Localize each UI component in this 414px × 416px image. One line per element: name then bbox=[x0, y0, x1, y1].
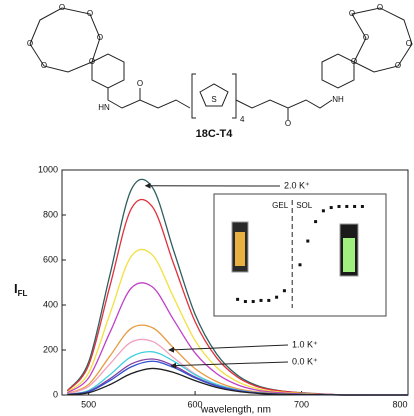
y-tick-label: 200 bbox=[43, 344, 58, 354]
inset-point bbox=[282, 289, 286, 293]
structure bbox=[29, 7, 413, 120]
atom: O bbox=[285, 119, 291, 128]
atom: O bbox=[137, 79, 143, 88]
annotation: 1.0 K⁺ bbox=[292, 339, 318, 349]
atom: O bbox=[363, 33, 369, 42]
x-tick-label: 800 bbox=[392, 399, 407, 409]
y-tick-label: 600 bbox=[43, 254, 58, 264]
y-tick-label: 800 bbox=[43, 209, 58, 219]
x-tick-label: 500 bbox=[81, 399, 96, 409]
y-label: IFL bbox=[14, 281, 28, 298]
structure-labels: O O O O O O O HN S 4 O NH O O O O O O 18… bbox=[27, 3, 412, 140]
compound-label: 18C-T4 bbox=[196, 128, 234, 140]
x-tick-label: 700 bbox=[294, 399, 309, 409]
atom: O bbox=[377, 3, 383, 12]
plot-frame bbox=[61, 169, 409, 396]
inset-point bbox=[251, 300, 255, 304]
inset-point bbox=[345, 204, 349, 208]
inset-point bbox=[275, 295, 279, 299]
benzo-left bbox=[91, 53, 125, 89]
inset-point bbox=[298, 263, 302, 267]
chain-right bbox=[235, 99, 333, 109]
inset-point bbox=[259, 298, 263, 302]
atom: O bbox=[349, 9, 355, 18]
inset-point bbox=[236, 297, 240, 301]
inset-point bbox=[360, 204, 364, 208]
atom: O bbox=[59, 3, 65, 12]
inset-label: SOL bbox=[296, 201, 313, 210]
atom: O bbox=[41, 61, 47, 70]
atom: O bbox=[87, 9, 93, 18]
y-tick-label: 1000 bbox=[38, 164, 58, 174]
y-label-sub: FL bbox=[18, 289, 28, 298]
atom: HN bbox=[98, 103, 110, 112]
inset-point bbox=[314, 220, 318, 224]
atom: O bbox=[27, 39, 33, 48]
annotation-arrow bbox=[168, 344, 289, 353]
y-label-main: I bbox=[14, 281, 18, 296]
y-tick-label: 0 bbox=[53, 389, 58, 399]
spectrum-line bbox=[67, 367, 408, 396]
atom: O bbox=[89, 57, 95, 66]
benzo-right bbox=[321, 53, 355, 89]
thiophene bbox=[199, 83, 229, 107]
inset-point bbox=[306, 239, 310, 243]
atom: O bbox=[395, 61, 401, 70]
atom: S bbox=[211, 95, 216, 104]
vial-gel-content bbox=[235, 232, 245, 266]
inset-point bbox=[353, 204, 357, 208]
atom: O bbox=[351, 57, 357, 66]
annotation-arrow bbox=[170, 361, 289, 369]
inset-point bbox=[243, 300, 247, 304]
atom: NH bbox=[332, 95, 344, 104]
atom: O bbox=[406, 39, 412, 48]
inset-point bbox=[337, 204, 341, 208]
inset-label: GEL bbox=[272, 201, 289, 210]
brackets bbox=[191, 73, 237, 119]
annotation: 0.0 K⁺ bbox=[292, 356, 318, 366]
vial-sol-content bbox=[343, 238, 355, 272]
atom: O bbox=[97, 33, 103, 42]
repeat: 4 bbox=[240, 115, 245, 124]
chain-left bbox=[107, 88, 191, 109]
inset-point bbox=[329, 206, 333, 210]
annotation: 2.0 K⁺ bbox=[284, 180, 310, 190]
x-tick-label: 600 bbox=[188, 399, 203, 409]
inset-point bbox=[267, 298, 271, 302]
x-label: wavelength, nm bbox=[200, 405, 271, 416]
y-tick-label: 400 bbox=[43, 299, 58, 309]
inset-point bbox=[321, 209, 325, 213]
crown-ring-right bbox=[351, 7, 413, 73]
